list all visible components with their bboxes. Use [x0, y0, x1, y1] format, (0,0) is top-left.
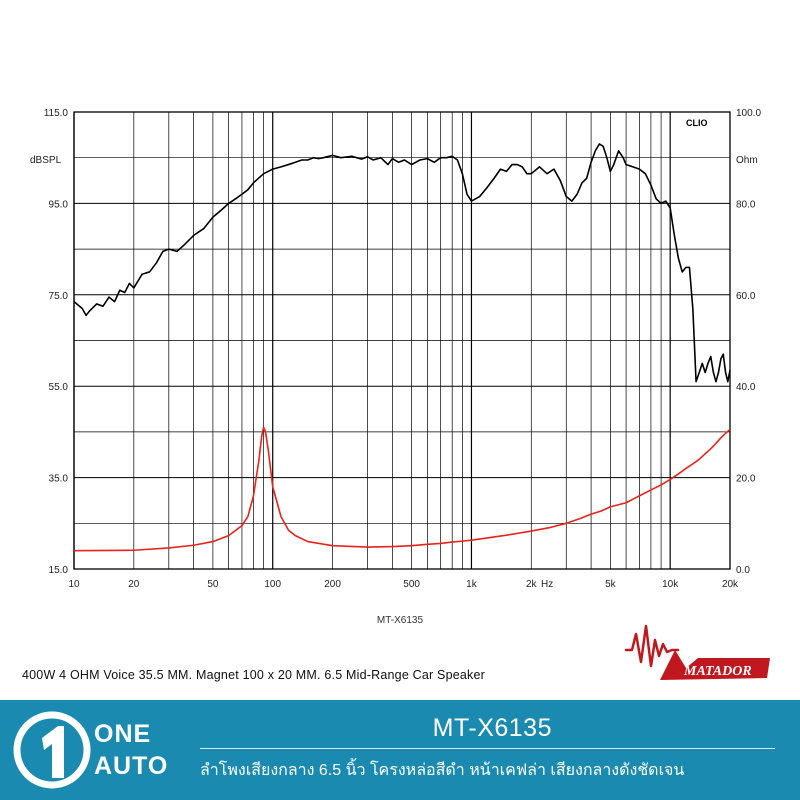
spl-curve: [73, 143, 731, 383]
left-tick-label: 35.0: [49, 474, 69, 485]
matador-logo: MATADOR: [624, 624, 770, 680]
right-axis-unit: Ohm: [736, 155, 758, 166]
plot-frame: [73, 111, 731, 570]
left-tick-label: 55.0: [49, 382, 69, 393]
x-tick-label: 10: [68, 579, 80, 590]
x-axis-unit: Hz: [541, 579, 553, 590]
model-title: MT-X6135: [432, 714, 552, 742]
frequency-response-chart: 115.095.075.055.035.015.0 100.080.060.04…: [30, 108, 761, 590]
right-axis-ticks: 100.0 80.0 60.0 40.0 20.0 0.0: [736, 108, 761, 576]
footer-banner: ONE AUTO MT-X6135 ลำโพงเสียงกลาง 6.5 นิ้…: [0, 700, 800, 800]
left-axis-ticks: 115.0 95.0 75.0 55.0 35.0 15.0: [44, 108, 69, 576]
left-tick-label: 75.0: [49, 291, 69, 302]
x-tick-label: 200: [324, 579, 341, 590]
x-tick-label: 50: [207, 579, 219, 590]
left-tick-label: 95.0: [49, 199, 69, 210]
matador-logo-text: MATADOR: [683, 664, 752, 679]
product-description: ลำโพงเสียงกลาง 6.5 นิ้ว โครงหล่อสีดำ หน้…: [200, 762, 685, 779]
right-tick-label: 60.0: [736, 291, 756, 302]
x-tick-label: 10k: [662, 579, 679, 590]
chart-caption: MT-X6135: [376, 615, 424, 626]
right-tick-label: 100.0: [736, 108, 761, 119]
oneauto-logo: ONE AUTO: [12, 708, 192, 792]
impedance-curve: [73, 426, 731, 552]
x-tick-label: 1k: [466, 579, 478, 590]
x-tick-label: 20k: [722, 579, 739, 590]
right-tick-label: 40.0: [736, 382, 756, 393]
footer-divider: [200, 748, 775, 749]
right-tick-label: 0.0: [736, 565, 750, 576]
logo-word-auto: AUTO: [94, 752, 169, 780]
right-tick-label: 20.0: [736, 474, 756, 485]
x-tick-label: 100: [264, 579, 281, 590]
left-tick-label: 115.0: [44, 108, 69, 119]
number-one-icon: [13, 711, 91, 789]
x-tick-label: 20: [128, 579, 140, 590]
x-tick-label: 2k: [526, 579, 538, 590]
x-tick-label: 5k: [605, 579, 617, 590]
logo-word-one: ONE: [94, 720, 152, 748]
brand-label: CLIO: [686, 118, 708, 128]
right-tick-label: 80.0: [736, 199, 756, 210]
left-axis-unit: dBSPL: [30, 155, 62, 166]
series-lines: [73, 143, 731, 552]
spec-text: 400W 4 OHM Voice 35.5 MM. Magnet 100 x 2…: [22, 668, 486, 682]
x-tick-label: 500: [403, 579, 420, 590]
left-tick-label: 15.0: [49, 565, 69, 576]
x-axis-ticks: 10 20 50 100 200 500 1k 2k 5k 10k 20k: [68, 579, 739, 590]
